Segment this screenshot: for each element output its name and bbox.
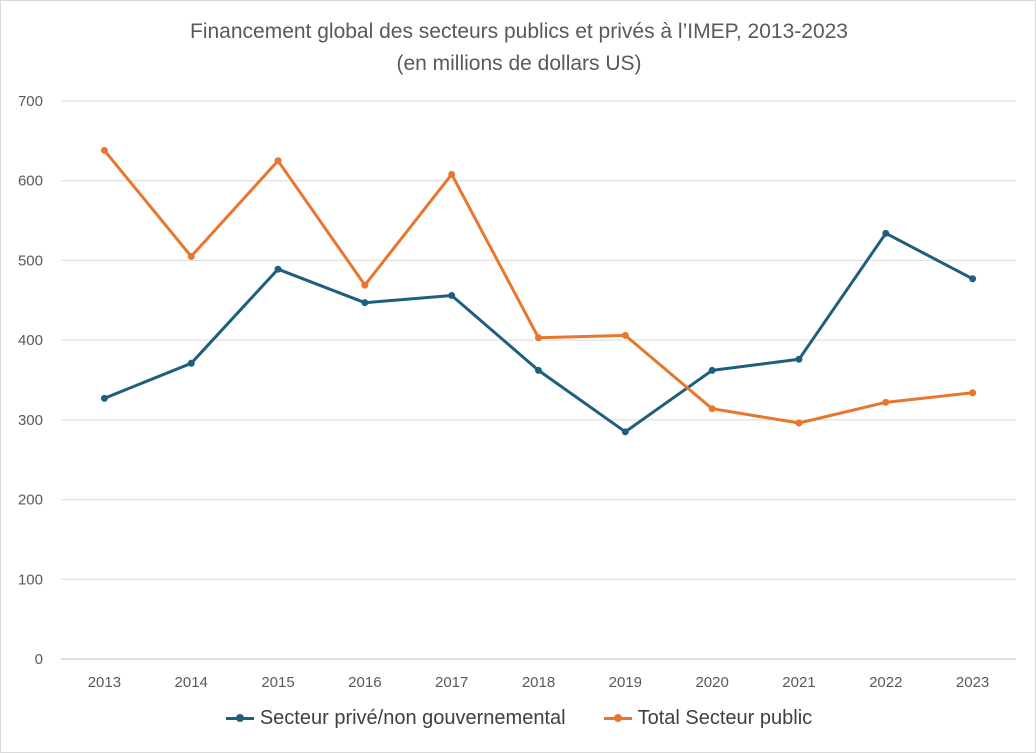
x-tick-label: 2023 <box>956 674 989 691</box>
y-tick-label: 500 <box>18 252 43 269</box>
data-point-1 <box>100 146 108 154</box>
series-points <box>100 146 977 436</box>
y-tick-label: 200 <box>18 492 43 509</box>
data-point-1 <box>187 252 195 260</box>
gridlines <box>61 100 1016 660</box>
data-point-0 <box>100 394 108 402</box>
x-tick-label: 2020 <box>695 674 728 691</box>
chart-legend: Secteur privé/non gouvernemental Total S… <box>1 707 1036 730</box>
y-axis-ticks: 0 100 200 300 400 500 600 700 <box>18 93 43 668</box>
data-point-1 <box>274 157 282 165</box>
data-point-1 <box>448 170 456 178</box>
x-axis-ticks: 2013 2014 2015 2016 2017 2018 2019 2020 2021 2022… <box>88 674 990 691</box>
legend-label-public: Total Secteur public <box>637 707 813 729</box>
series-line-0 <box>103 231 974 434</box>
y-tick-label: 100 <box>18 571 43 588</box>
legend-item-public: Total Secteur public <box>603 707 813 730</box>
x-tick-label: 2022 <box>869 674 902 691</box>
data-point-0 <box>448 292 456 300</box>
data-point-1 <box>535 334 542 342</box>
x-tick-label: 2015 <box>261 674 294 691</box>
x-tick-label: 2014 <box>175 674 208 691</box>
series-line-1 <box>103 149 973 425</box>
chart-subtitle: (en millions de dollars US) <box>396 52 642 75</box>
y-tick-label: 300 <box>18 412 43 429</box>
legend-swatch-public <box>603 714 632 722</box>
x-tick-label: 2017 <box>435 674 468 691</box>
data-point-0 <box>535 366 542 374</box>
data-point-1 <box>795 419 803 427</box>
data-point-0 <box>187 359 195 367</box>
x-tick-label: 2019 <box>609 674 642 691</box>
data-point-0 <box>621 428 629 436</box>
y-tick-label: 700 <box>18 93 43 110</box>
data-point-0 <box>708 366 716 374</box>
data-point-1 <box>882 398 890 406</box>
data-point-1 <box>708 405 716 413</box>
legend-item-private: Secteur privé/non gouvernemental <box>225 707 566 730</box>
legend-label-private: Secteur privé/non gouvernemental <box>259 707 566 729</box>
y-tick-label: 600 <box>18 173 43 190</box>
x-tick-label: 2016 <box>348 674 381 691</box>
legend-swatch-private <box>225 714 254 722</box>
x-tick-label: 2018 <box>522 674 555 691</box>
data-point-0 <box>969 275 977 283</box>
y-tick-label: 0 <box>35 651 43 668</box>
chart-title: Financement global des secteurs publics … <box>190 20 848 43</box>
series-lines <box>103 149 974 434</box>
data-point-0 <box>361 299 369 307</box>
x-tick-label: 2013 <box>88 674 121 691</box>
data-point-0 <box>882 229 890 237</box>
data-point-0 <box>795 355 803 363</box>
data-point-0 <box>274 265 282 273</box>
data-point-1 <box>361 281 369 289</box>
y-tick-label: 400 <box>18 332 43 349</box>
data-point-1 <box>621 331 629 339</box>
x-tick-label: 2021 <box>782 674 815 691</box>
data-point-1 <box>969 389 977 397</box>
